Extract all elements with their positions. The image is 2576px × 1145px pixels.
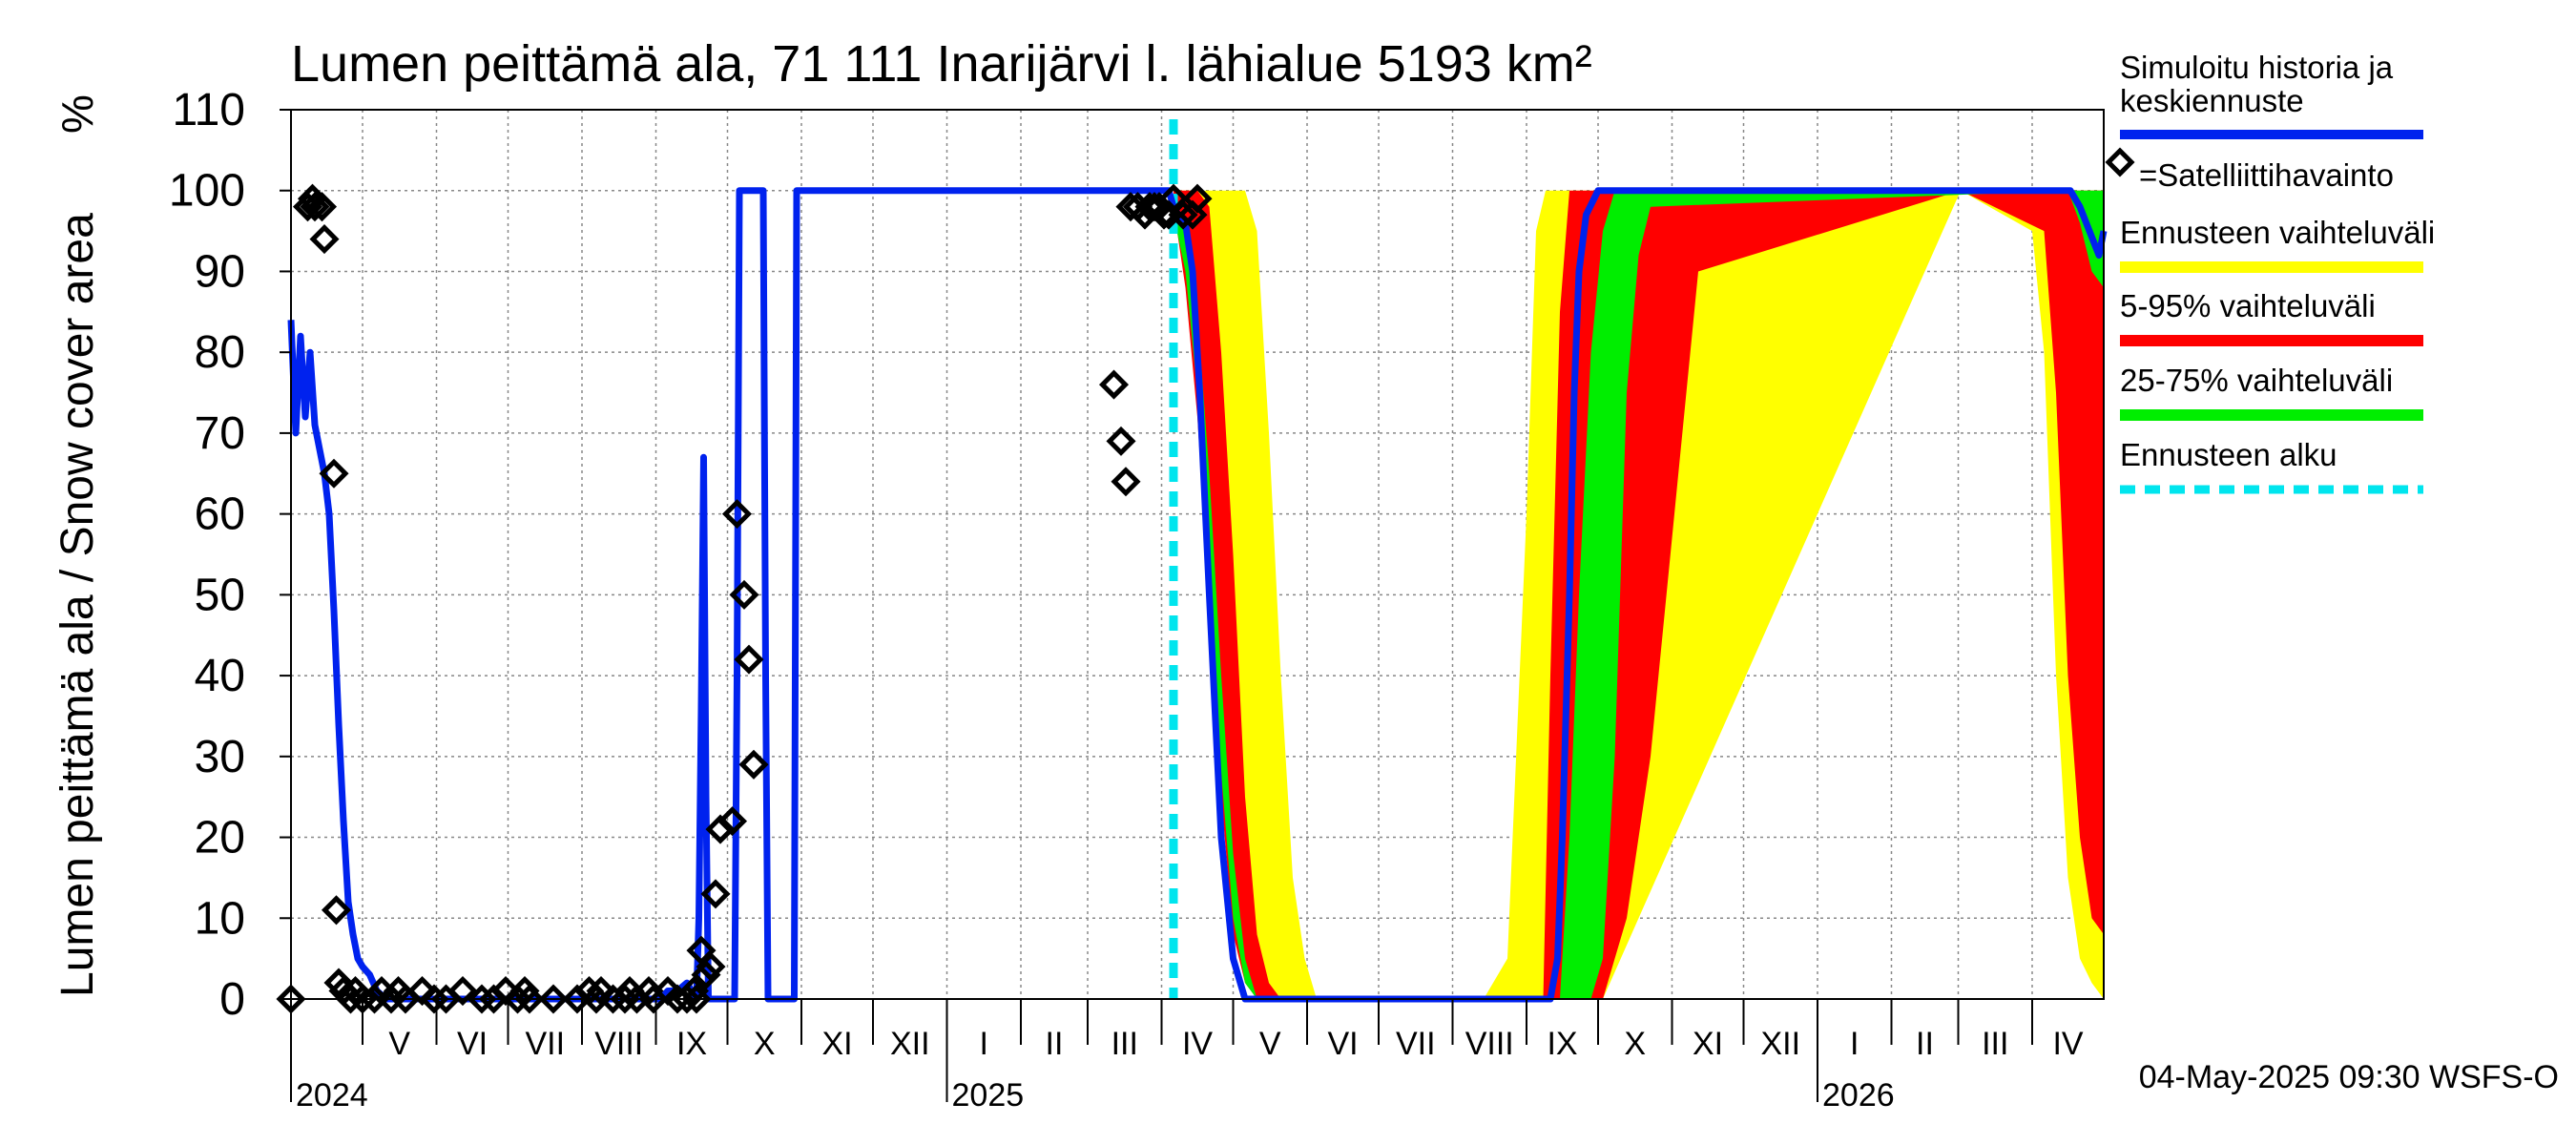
y-tick-label: 20	[195, 813, 245, 864]
year-label: 2024	[296, 1077, 368, 1114]
month-label: I	[980, 1026, 988, 1062]
month-label: VIII	[594, 1026, 643, 1062]
month-label: VI	[1327, 1026, 1358, 1062]
satellite-point	[672, 984, 702, 1014]
y-tick-label: 30	[195, 732, 245, 782]
y-tick-label: 100	[169, 166, 245, 217]
satellite-point	[1134, 192, 1165, 222]
month-label: XII	[1760, 1026, 1800, 1062]
year-label: 2026	[1822, 1077, 1895, 1114]
y-tick-label: 10	[195, 893, 245, 944]
satellite-point	[1106, 426, 1136, 456]
band-5-95-vaihteluv-li	[1174, 190, 2104, 999]
year-label: 2025	[952, 1077, 1025, 1114]
month-label: XI	[821, 1026, 852, 1062]
legend-swatch-satellite	[2105, 147, 2135, 177]
legend-label: =Satelliittihavainto	[2139, 157, 2394, 193]
satellite-point	[538, 984, 569, 1014]
month-label: IV	[1182, 1026, 1213, 1062]
satellite-point	[586, 975, 616, 1007]
satellite-point	[321, 895, 352, 926]
month-label: III	[1982, 1026, 2008, 1062]
y-tick-label: 0	[219, 974, 245, 1025]
month-label: X	[1624, 1026, 1646, 1062]
month-label: XII	[890, 1026, 930, 1062]
y-axis-label: Lumen peittämä ala / Snow cover area	[52, 213, 103, 997]
month-label: V	[388, 1026, 410, 1062]
satellite-point	[717, 806, 748, 837]
satellite-point	[1098, 369, 1130, 400]
satellite-point	[681, 984, 712, 1014]
month-label: II	[1046, 1026, 1064, 1062]
month-label: V	[1259, 1026, 1281, 1062]
satellite-point	[734, 644, 764, 675]
satellite-point	[306, 192, 338, 222]
plot-frame	[290, 109, 2105, 1000]
satellite-point	[406, 975, 438, 1007]
satellite-point	[300, 192, 330, 222]
month-label: VII	[1396, 1026, 1436, 1062]
legend-label: Ennusteen vaihteluväli	[2120, 215, 2435, 250]
satellite-point	[1182, 183, 1213, 214]
y-tick-label: 40	[195, 651, 245, 701]
month-label: IV	[2052, 1026, 2083, 1062]
satellite-point	[721, 499, 753, 530]
satellite-point	[1111, 467, 1141, 497]
satellite-point	[691, 960, 721, 990]
month-label: X	[754, 1026, 776, 1062]
y-tick-label: 50	[195, 570, 245, 620]
footer-timestamp: 04-May-2025 09:30 WSFS-O	[2139, 1059, 2559, 1095]
legend-label: Simuloitu historia ja	[2120, 50, 2394, 85]
month-label: II	[1916, 1026, 1934, 1062]
month-label: IX	[676, 1026, 707, 1062]
month-label: I	[1850, 1026, 1859, 1062]
y-tick-label: 80	[195, 327, 245, 378]
satellite-point	[1177, 199, 1208, 230]
y-tick-label: 90	[195, 246, 245, 297]
month-label: VIII	[1465, 1026, 1514, 1062]
satellite-point	[1168, 199, 1198, 230]
month-label: IX	[1547, 1026, 1577, 1062]
y-tick-label: 110	[172, 85, 245, 135]
legend-label: 5-95% vaihteluväli	[2120, 288, 2376, 323]
legend-label: keskiennuste	[2120, 83, 2304, 118]
chart-title: Lumen peittämä ala, 71 111 Inarijärvi l.…	[291, 35, 1592, 93]
y-tick-label: 70	[195, 408, 245, 459]
forecast-bands	[1174, 190, 2104, 999]
month-label: VI	[457, 1026, 488, 1062]
month-label: VII	[525, 1026, 565, 1062]
satellite-point	[700, 879, 731, 909]
satellite-point	[738, 749, 769, 780]
satellite-point	[696, 951, 726, 982]
satellite-point	[729, 579, 759, 610]
satellite-point	[319, 458, 349, 489]
satellite-point	[678, 975, 710, 1007]
y-axis-unit: %	[52, 94, 102, 134]
satellite-point	[309, 224, 340, 255]
satellite-point	[514, 984, 545, 1014]
satellite-point	[447, 975, 478, 1007]
satellite-points	[276, 183, 1213, 1014]
satellite-point	[1115, 192, 1146, 222]
legend-label: Ennusteen alku	[2120, 437, 2337, 472]
legend-label: 25-75% vaihteluväli	[2120, 363, 2393, 398]
y-tick-label: 60	[195, 489, 245, 540]
month-label: III	[1111, 1026, 1138, 1062]
satellite-point	[490, 975, 521, 1007]
month-label: XI	[1693, 1026, 1723, 1062]
